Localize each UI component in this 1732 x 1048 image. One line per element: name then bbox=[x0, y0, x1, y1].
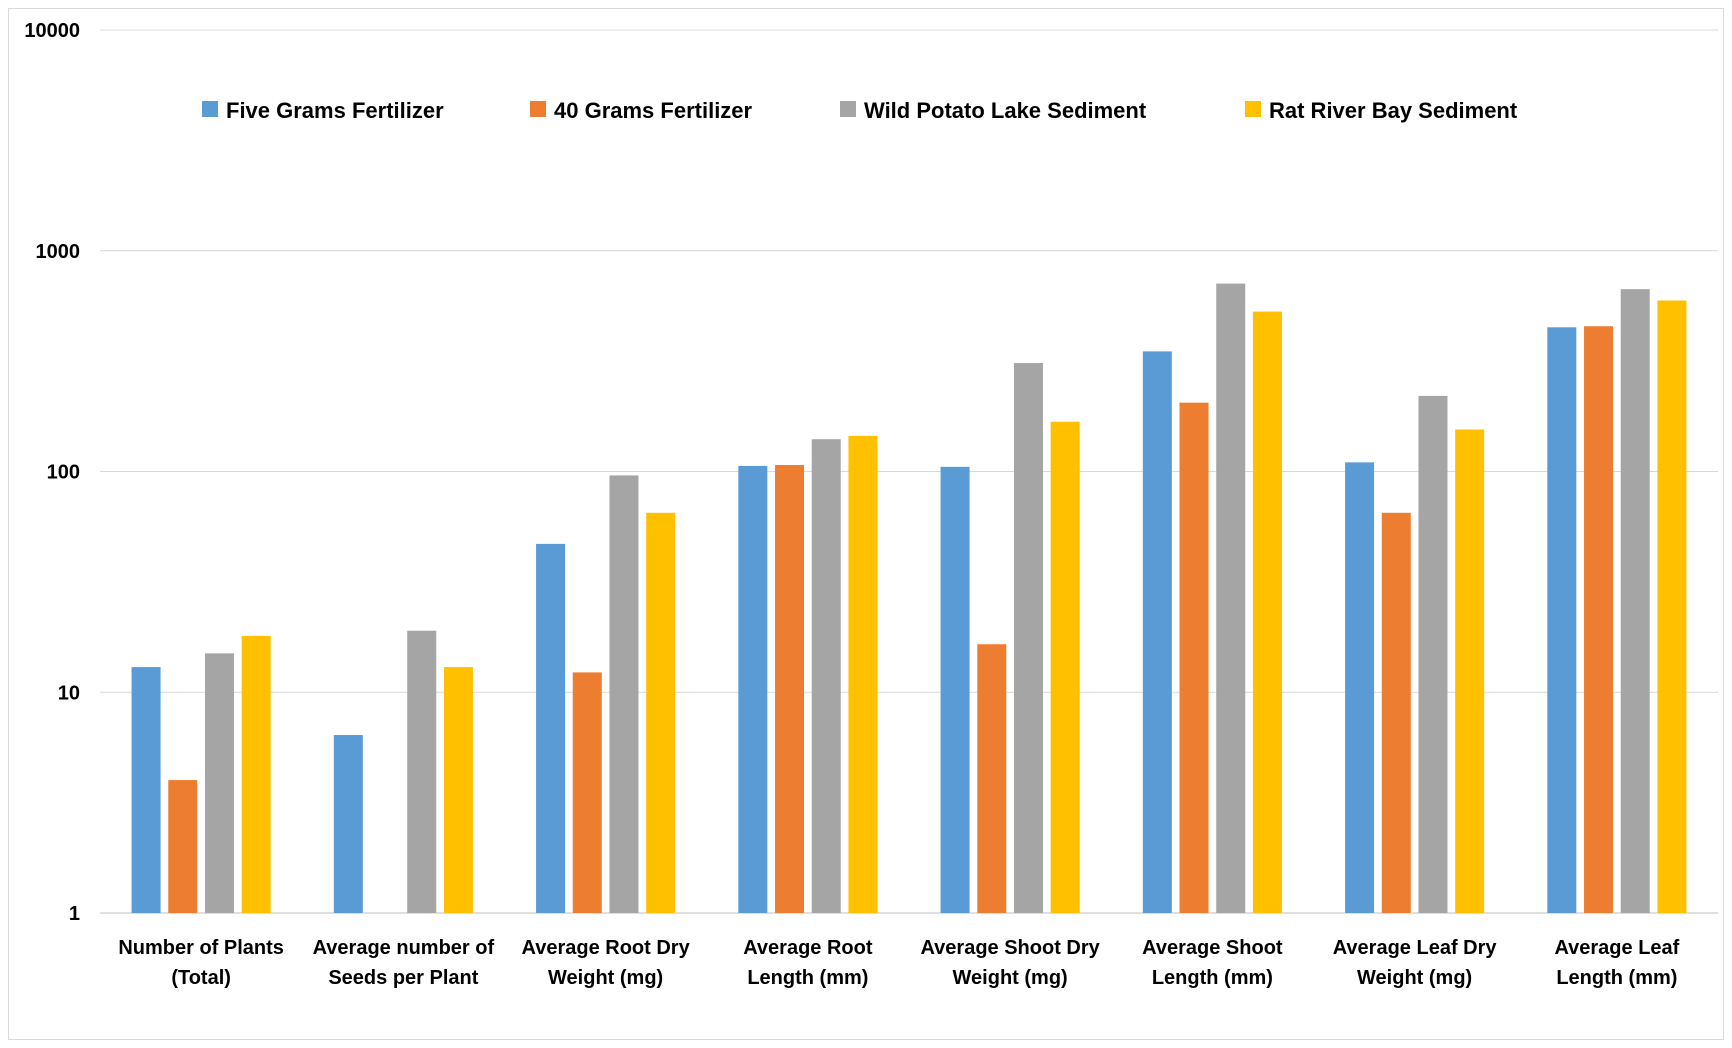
bar bbox=[1252, 311, 1282, 913]
y-tick-label: 1000 bbox=[36, 241, 81, 263]
legend-item: 40 Grams Fertilizer bbox=[530, 98, 753, 123]
legend-item: Wild Potato Lake Sediment bbox=[840, 98, 1147, 123]
bar bbox=[536, 543, 566, 913]
legend-item: Five Grams Fertilizer bbox=[202, 98, 444, 123]
legend-label: 40 Grams Fertilizer bbox=[554, 98, 753, 123]
bar bbox=[1345, 462, 1375, 913]
bar bbox=[572, 672, 602, 913]
bar bbox=[1455, 429, 1485, 913]
bar bbox=[646, 512, 676, 913]
y-axis: 1 10 100 1000 10000 bbox=[24, 20, 80, 925]
y-tick-label: 10 bbox=[58, 682, 80, 704]
x-category-label: Average Shoot Length (mm) bbox=[1142, 937, 1283, 989]
bar bbox=[811, 439, 841, 913]
legend-label: Rat River Bay Sediment bbox=[1269, 98, 1518, 123]
gridlines bbox=[100, 29, 1718, 914]
legend-swatch bbox=[840, 101, 856, 117]
bars bbox=[131, 283, 1687, 914]
legend: Five Grams Fertilizer 40 Grams Fertilizer… bbox=[202, 98, 1518, 123]
x-category-label: Average Root Length (mm) bbox=[743, 937, 873, 989]
x-category-label: Average Leaf Dry Weight (mg) bbox=[1333, 937, 1498, 989]
legend-item: Rat River Bay Sediment bbox=[1245, 98, 1518, 123]
y-tick-label: 1 bbox=[69, 903, 80, 925]
bar bbox=[1050, 421, 1080, 913]
legend-label: Wild Potato Lake Sediment bbox=[864, 98, 1147, 123]
bar bbox=[1179, 402, 1209, 913]
bar bbox=[775, 465, 805, 913]
bar bbox=[407, 630, 437, 913]
bar bbox=[1657, 300, 1687, 913]
bar bbox=[940, 466, 970, 913]
bar bbox=[1547, 327, 1577, 913]
x-category-label: Average Leaf Length (mm) bbox=[1554, 937, 1679, 989]
bar bbox=[1142, 351, 1172, 913]
x-category-label: Average number of Seeds per Plant bbox=[313, 937, 495, 989]
legend-swatch bbox=[530, 101, 546, 117]
bar bbox=[609, 475, 639, 913]
bar bbox=[443, 667, 473, 913]
x-category-label: Number of Plants (Total) bbox=[118, 937, 284, 989]
bar bbox=[131, 667, 161, 913]
x-category-label: Average Root Dry Weight (mg) bbox=[522, 937, 691, 989]
x-category-label: Average Shoot Dry Weight (mg) bbox=[920, 937, 1100, 989]
bar bbox=[168, 780, 198, 913]
bar bbox=[1418, 395, 1448, 914]
y-tick-label: 100 bbox=[47, 462, 80, 484]
legend-swatch bbox=[1245, 101, 1261, 117]
bar bbox=[977, 644, 1007, 913]
bar bbox=[241, 635, 271, 913]
bar bbox=[1216, 283, 1246, 913]
bar bbox=[1381, 512, 1411, 913]
bar bbox=[1620, 289, 1650, 913]
bar bbox=[1013, 363, 1043, 914]
x-axis: Number of Plants (Total) Average number of… bbox=[118, 937, 1679, 989]
y-tick-label: 10000 bbox=[24, 20, 80, 42]
bar bbox=[1584, 326, 1614, 913]
bar bbox=[204, 653, 234, 913]
legend-swatch bbox=[202, 101, 218, 117]
legend-label: Five Grams Fertilizer bbox=[226, 98, 444, 123]
bar bbox=[333, 735, 363, 913]
bar bbox=[848, 435, 878, 913]
bar bbox=[738, 465, 768, 913]
